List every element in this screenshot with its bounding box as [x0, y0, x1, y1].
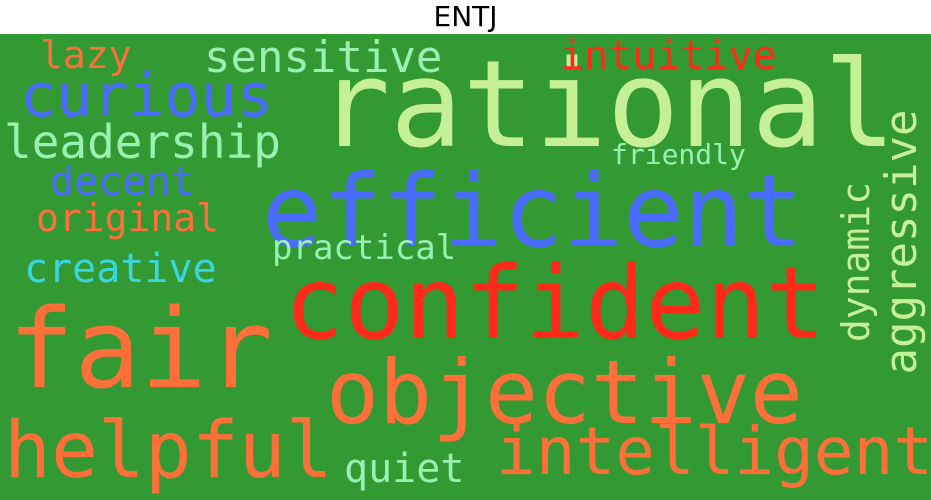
cloud-word-intuitive: intuitive	[560, 34, 777, 79]
cloud-word-aggressive: aggressive	[876, 109, 927, 375]
cloud-word-dynamic: dynamic	[834, 181, 878, 343]
cloud-word-practical: practical	[272, 228, 457, 268]
cloud-word-sensitive: sensitive	[204, 34, 443, 83]
word-cloud: rational efficient confident fair objective h…	[0, 34, 931, 500]
cloud-word-quiet: quiet	[344, 446, 465, 492]
cloud-word-helpful: helpful	[4, 406, 333, 496]
cloud-word-creative: creative	[24, 246, 217, 292]
cloud-word-leadership: leadership	[4, 115, 281, 169]
cloud-word-intelligent: intelligent	[496, 413, 931, 490]
cloud-word-efficient: efficient	[262, 153, 804, 270]
cloud-word-confident: confident	[284, 245, 826, 362]
cloud-word-fair: fair	[8, 285, 273, 413]
cloud-word-original: original	[36, 196, 220, 240]
cloud-word-decent: decent	[50, 159, 195, 205]
cloud-word-friendly: friendly	[611, 138, 746, 171]
cloud-word-rational: rational	[318, 36, 896, 175]
title-bar: ENTJ	[0, 0, 931, 34]
page-title: ENTJ	[433, 0, 498, 33]
cloud-word-lazy: lazy	[40, 34, 132, 77]
cloud-word-objective: objective	[326, 341, 803, 444]
cloud-word-curious: curious	[20, 61, 273, 131]
